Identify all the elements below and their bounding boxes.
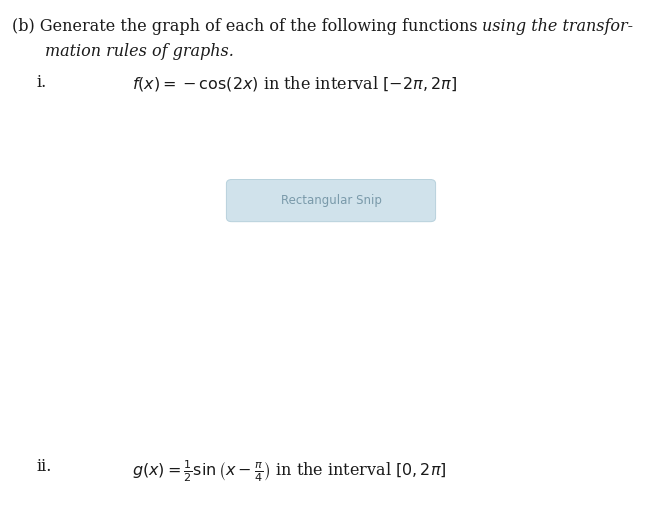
FancyBboxPatch shape — [226, 179, 436, 222]
Text: using the transfor-: using the transfor- — [482, 18, 633, 35]
Text: $g(x) = \frac{1}{2}\sin\left(x - \frac{\pi}{4}\right)$ in the interval $[0, 2\pi: $g(x) = \frac{1}{2}\sin\left(x - \frac{\… — [132, 458, 447, 485]
Text: i.: i. — [36, 74, 46, 91]
Text: ii.: ii. — [36, 458, 52, 476]
Text: $f(x) = -\cos(2x)$ in the interval $[-2\pi, 2\pi]$: $f(x) = -\cos(2x)$ in the interval $[-2\… — [132, 74, 457, 93]
Text: Rectangular Snip: Rectangular Snip — [281, 194, 381, 207]
Text: mation rules of graphs.: mation rules of graphs. — [45, 43, 234, 60]
Text: (b) Generate the graph of each of the following functions: (b) Generate the graph of each of the fo… — [12, 18, 483, 35]
